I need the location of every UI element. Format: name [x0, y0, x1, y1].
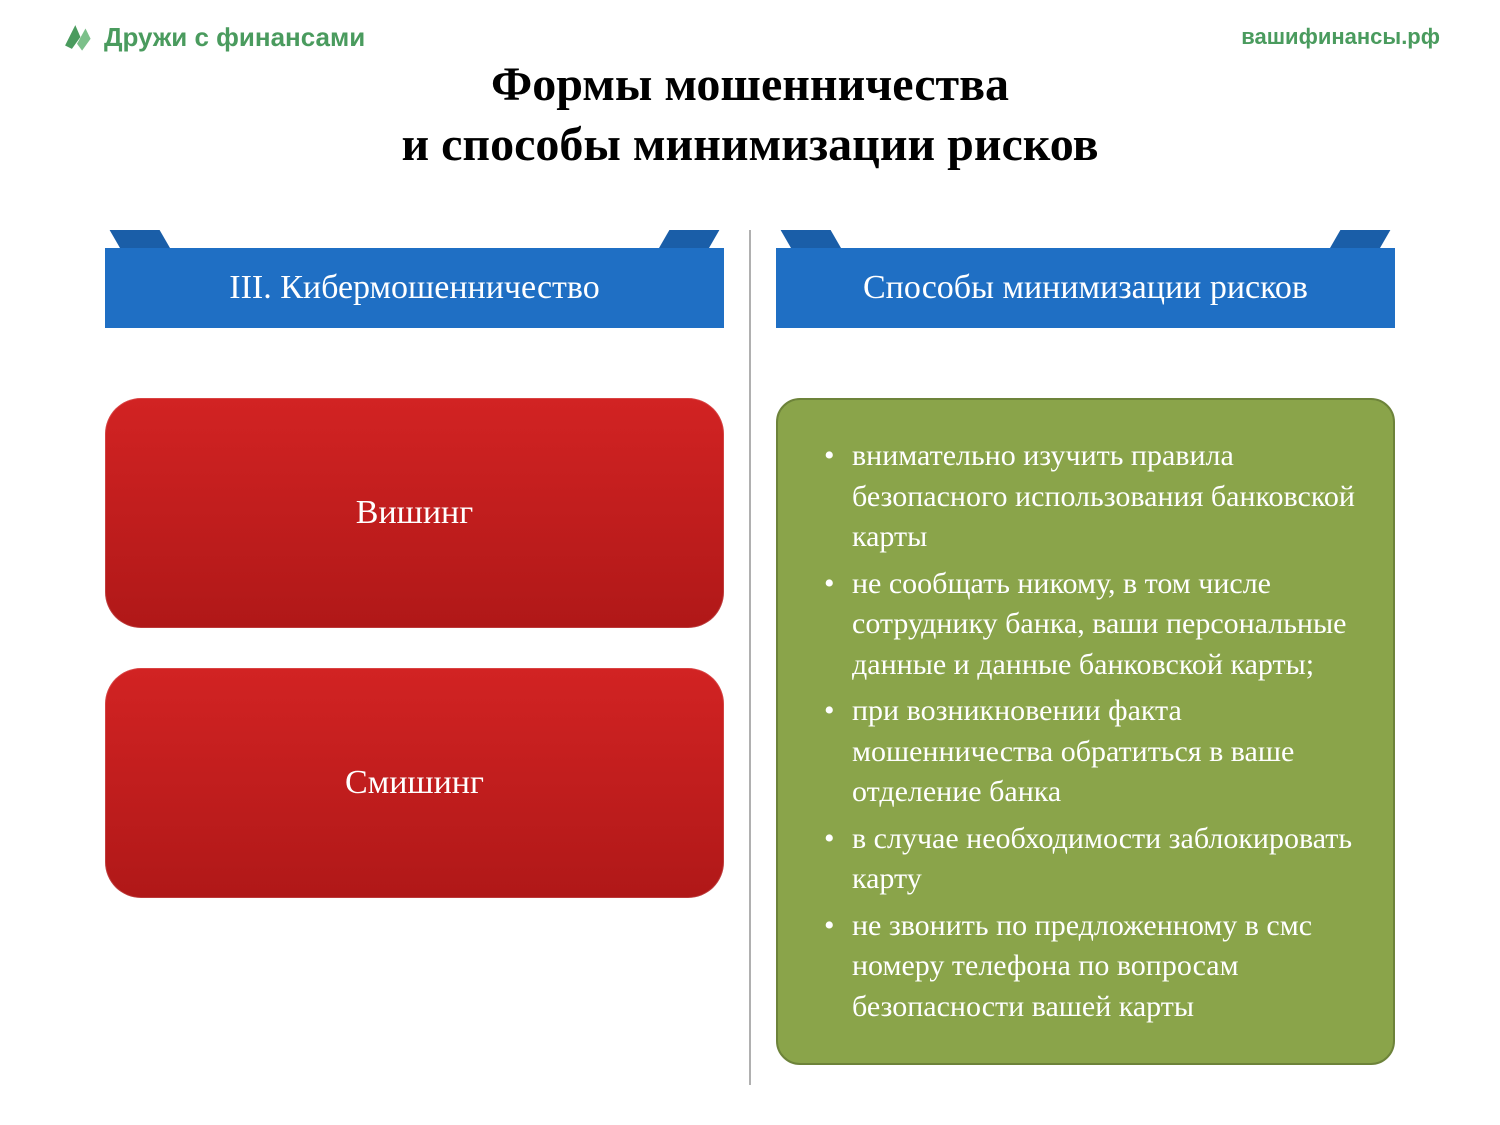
- logo-right-text: вашифинансы.рф: [1241, 24, 1440, 50]
- left-section-header: III. Кибермошенничество: [105, 248, 724, 328]
- logo-left-text: Дружи с финансами: [104, 22, 365, 53]
- content-area: III. Кибермошенничество Вишинг Смишинг С…: [80, 230, 1420, 1085]
- page-header: Дружи с финансами вашифинансы.рф: [0, 20, 1500, 54]
- risk-mitigation-box: внимательно изучить правила безопасного …: [776, 398, 1395, 1065]
- fraud-type-list: Вишинг Смишинг: [105, 398, 724, 898]
- list-item: не звонить по предложенному в смс номеру…: [824, 906, 1363, 1028]
- fraud-type-item: Вишинг: [105, 398, 724, 628]
- title-line-1: Формы мошенничества: [0, 55, 1500, 115]
- logo-icon: [60, 20, 94, 54]
- right-section-header: Способы минимизации рисков: [776, 248, 1395, 328]
- right-section-header-label: Способы минимизации рисков: [863, 269, 1308, 307]
- list-item: не сообщать никому, в том числе сотрудни…: [824, 564, 1363, 686]
- list-item: при возникновении факта мошенничества об…: [824, 691, 1363, 813]
- fraud-type-label: Вишинг: [356, 494, 473, 532]
- fraud-type-label: Смишинг: [345, 764, 484, 802]
- page-title: Формы мошенничества и способы минимизаци…: [0, 55, 1500, 175]
- list-item: в случае необходимости заблокировать кар…: [824, 819, 1363, 900]
- risk-mitigation-list: внимательно изучить правила безопасного …: [824, 436, 1363, 1027]
- fraud-type-item: Смишинг: [105, 668, 724, 898]
- title-line-2: и способы минимизации рисков: [0, 115, 1500, 175]
- logo-left: Дружи с финансами: [60, 20, 365, 54]
- left-section-header-label: III. Кибермошенничество: [229, 269, 599, 307]
- list-item: внимательно изучить правила безопасного …: [824, 436, 1363, 558]
- right-column: Способы минимизации рисков внимательно и…: [751, 230, 1420, 1085]
- left-column: III. Кибермошенничество Вишинг Смишинг: [80, 230, 749, 1085]
